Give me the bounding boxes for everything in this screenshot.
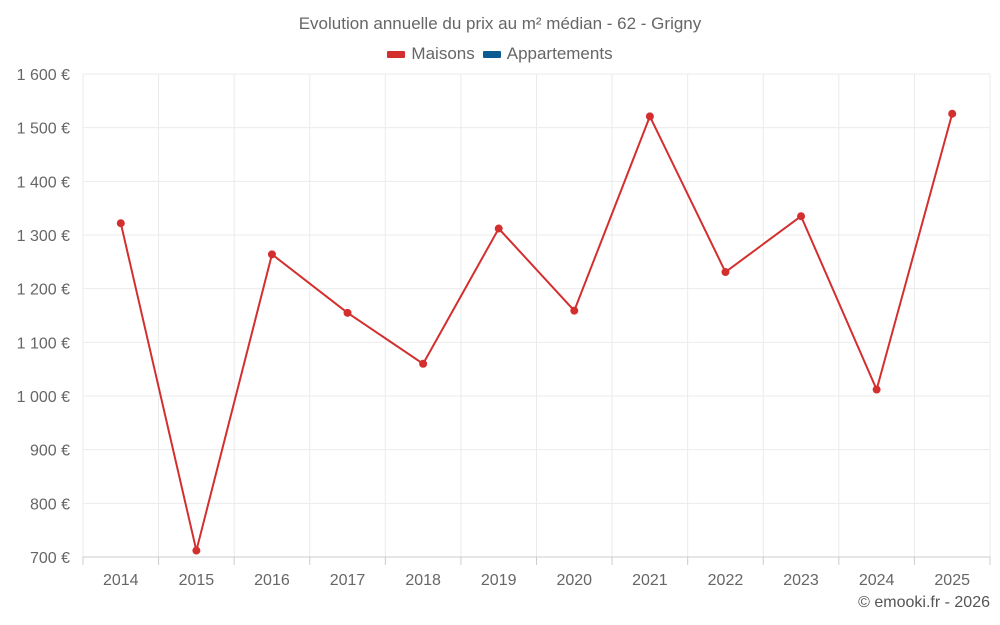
x-tick-label: 2019 — [481, 572, 517, 589]
chart-legend: Maisons Appartements — [0, 44, 1000, 64]
data-point-maisons — [192, 546, 201, 555]
data-point-maisons — [267, 250, 276, 259]
data-point-maisons — [419, 359, 428, 368]
tick-labels: 700 € 800 € 900 € 1 000 € 1 100 € 1 200 € 1 30… — [17, 67, 970, 589]
x-tick-label: 2017 — [330, 572, 366, 589]
grid-lines — [82, 73, 991, 557]
y-tick-label: 800 € — [30, 496, 70, 513]
data-point-maisons — [343, 308, 352, 317]
data-point-maisons — [645, 112, 654, 121]
axes — [82, 556, 991, 565]
x-tick-label: 2023 — [783, 572, 819, 589]
x-tick-label: 2021 — [632, 572, 668, 589]
y-tick-label: 1 100 € — [17, 335, 70, 352]
legend-label-appartements: Appartements — [506, 44, 613, 63]
x-tick-label: 2014 — [103, 572, 139, 589]
legend-item-appartements[interactable]: Appartements — [482, 44, 613, 64]
y-tick-label: 900 € — [30, 443, 70, 460]
legend-swatch-appartements — [482, 50, 501, 58]
data-point-maisons — [570, 306, 579, 315]
x-tick-label: 2025 — [934, 572, 970, 589]
y-tick-label: 1 200 € — [17, 282, 70, 299]
x-tick-label: 2016 — [254, 572, 290, 589]
y-tick-label: 1 400 € — [17, 174, 70, 191]
data-point-maisons — [116, 219, 125, 228]
y-tick-label: 1 300 € — [17, 228, 70, 245]
series-lines — [116, 109, 957, 555]
x-tick-label: 2015 — [179, 572, 215, 589]
x-tick-label: 2020 — [556, 572, 592, 589]
copyright-text: © emooki.fr - 2026 — [858, 594, 990, 611]
x-tick-label: 2024 — [859, 572, 895, 589]
legend-label-maisons: Maisons — [411, 44, 475, 63]
legend-swatch-maisons — [387, 50, 406, 58]
data-point-maisons — [872, 385, 881, 394]
y-tick-label: 700 € — [30, 550, 70, 567]
x-tick-label: 2022 — [708, 572, 744, 589]
data-point-maisons — [797, 212, 806, 221]
y-tick-label: 1 000 € — [17, 389, 70, 406]
data-point-maisons — [948, 109, 957, 118]
y-tick-label: 1 500 € — [17, 121, 70, 138]
data-point-maisons — [721, 268, 730, 277]
data-point-maisons — [494, 224, 503, 233]
y-tick-label: 1 600 € — [17, 67, 70, 84]
chart-title: Evolution annuelle du prix au m² médian … — [298, 14, 702, 33]
legend-item-maisons[interactable]: Maisons — [387, 44, 475, 64]
x-tick-label: 2018 — [405, 572, 441, 589]
series-line-maisons — [119, 113, 954, 552]
